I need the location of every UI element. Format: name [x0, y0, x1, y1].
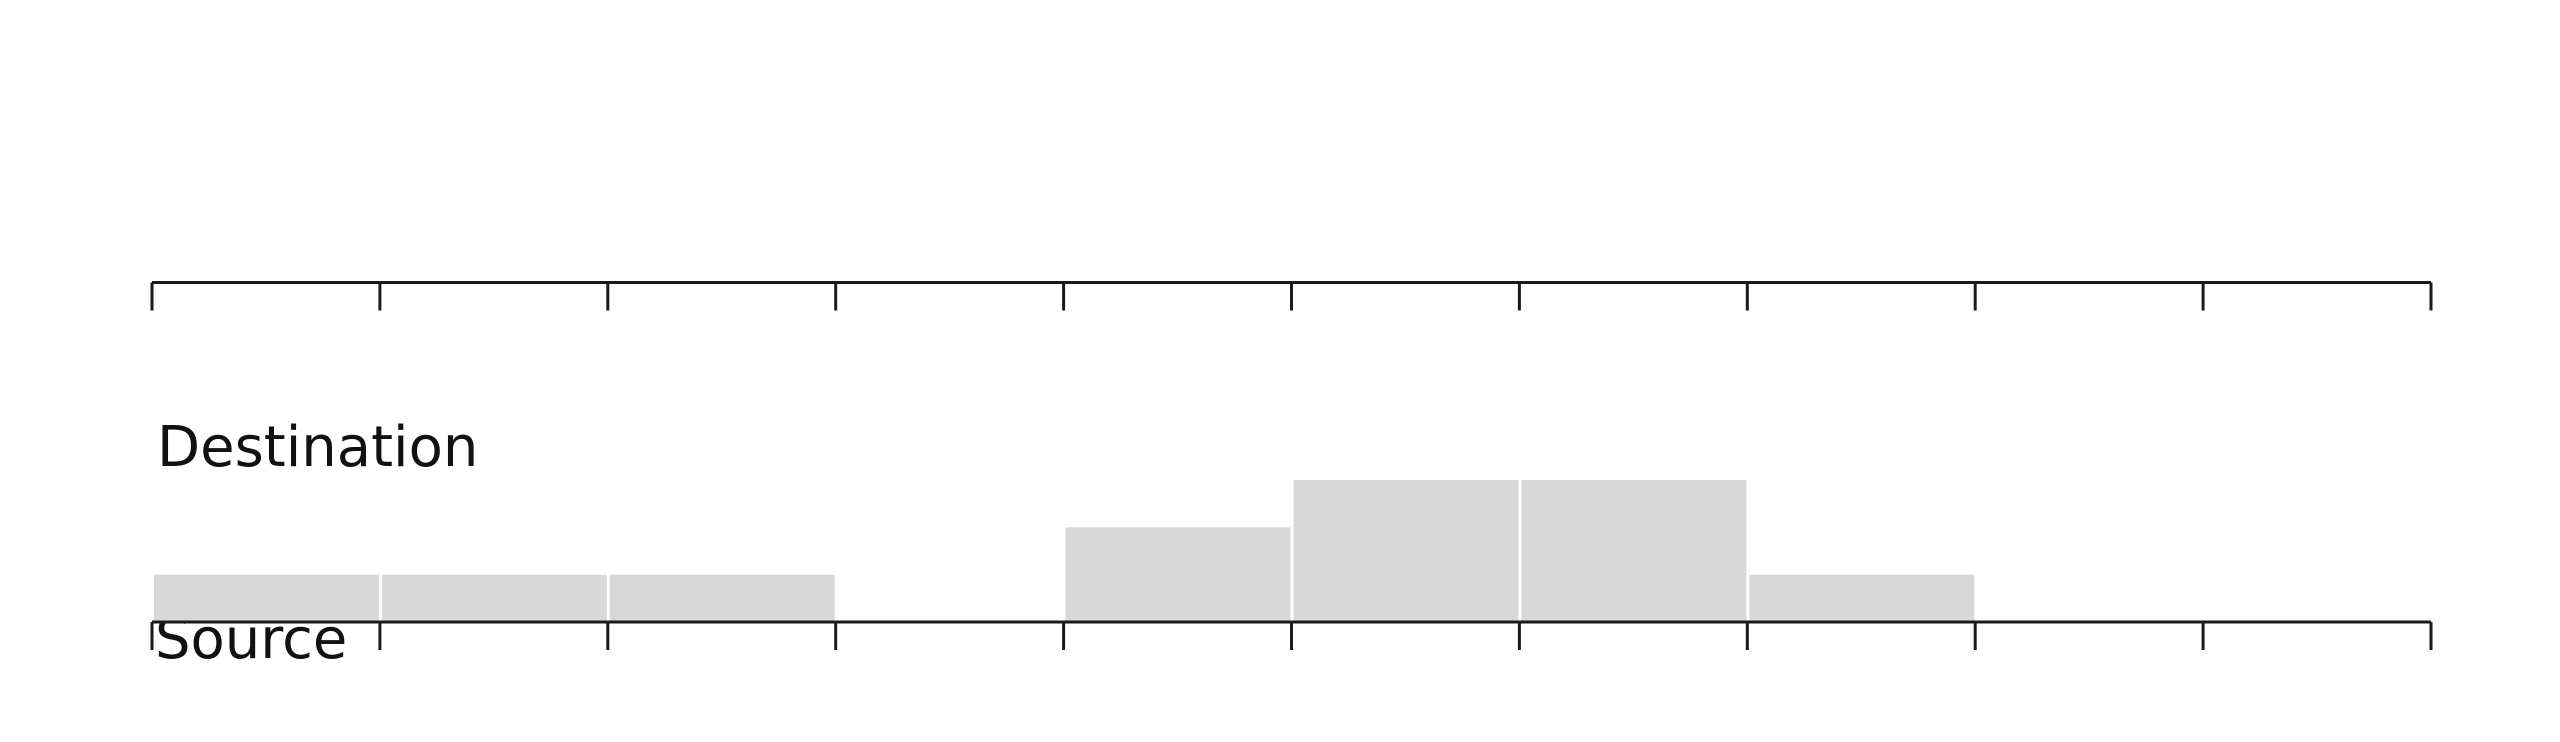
- bar: [609, 574, 835, 622]
- bar: [1293, 480, 1519, 622]
- bar: [381, 574, 607, 622]
- bar: [1521, 480, 1747, 622]
- bar: [1065, 527, 1291, 622]
- bar: [154, 574, 379, 622]
- bar: [1749, 574, 1975, 622]
- destination-label: Destination: [157, 415, 478, 480]
